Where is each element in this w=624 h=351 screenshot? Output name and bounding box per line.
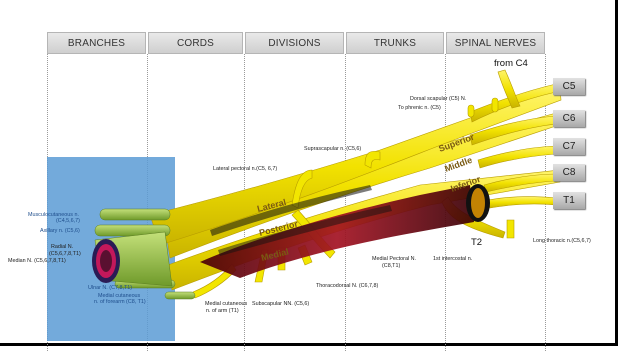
label-medial-cutaneous-forearm-2: n. of forearm (C8, T1)	[94, 299, 146, 305]
label-medial-cutaneous-arm-2: n. of arm (T1)	[206, 308, 239, 314]
label-median: Median N. (C5,6,7,8,T1)	[8, 258, 66, 264]
label-medial-cutaneous-forearm: Medial cutaneous	[98, 293, 141, 299]
t2-label: T2	[471, 237, 483, 248]
root-c7	[477, 145, 557, 169]
label-subscapular: Subscapular NN. (C5,6)	[252, 301, 310, 307]
branch-musculocutaneous	[99, 208, 171, 221]
label-musculocutaneous-roots: (C4,5,6,7)	[56, 218, 80, 224]
label-medial-cutaneous-arm: Medial cutaneous	[205, 301, 248, 307]
root-box-c5: C5	[553, 78, 585, 95]
header-branches: BRANCHES	[47, 32, 146, 54]
root-box-c8: C8	[553, 164, 585, 181]
label-axillary: Axillary n. (C5,6)	[40, 228, 80, 234]
column-divider	[345, 54, 346, 351]
label-lateral-pectoral: Lateral pectoral n.(C5, 6,7)	[213, 166, 278, 172]
root-t1	[487, 196, 557, 209]
label-medial-pectoral-roots: (C8,T1)	[382, 263, 401, 269]
branch-suprascapular	[364, 151, 381, 169]
label-suprascapular: Suprascapular n. (C5,6)	[304, 146, 362, 152]
header-divisions: DIVISIONS	[245, 32, 344, 54]
label-first-intercostal: 1st intercostal n.	[433, 256, 473, 262]
root-box-c7: C7	[553, 138, 585, 155]
branch-medial-cutaneous-forearm	[164, 291, 196, 300]
diagram-frame	[0, 0, 618, 346]
label-ulnar: Ulnar N. (C7,8,T1)	[88, 285, 133, 291]
label-radial-roots: (C5,6,7,8,T1)	[49, 251, 81, 257]
root-c8	[483, 173, 557, 193]
branch-lateral-pectoral	[291, 169, 313, 209]
header-trunks: TRUNKS	[346, 32, 444, 54]
root-box-t1: T1	[553, 192, 585, 209]
header-cords: CORDS	[148, 32, 243, 54]
from-c4-label: from C4	[494, 58, 528, 69]
root-box-c6: C6	[553, 110, 585, 127]
root-from-c4	[497, 69, 521, 109]
header-spinal-nerves: SPINAL NERVES	[446, 32, 545, 54]
label-radial: Radial N.	[51, 244, 74, 250]
label-long-thoracic: Long thoracic n.(C5,6,7)	[533, 238, 591, 244]
label-to-phrenic: To phrenic n. (C5)	[398, 105, 441, 111]
label-musculocutaneous: Musculocutaneous n.	[28, 212, 79, 218]
axillary-artery	[200, 185, 474, 278]
label-thoracodorsal: Thoracodorsal N. (C6,7,8)	[316, 283, 379, 289]
branch-dorsal-scapular	[491, 97, 499, 113]
label-dorsal-scapular: Dorsal scapular (C5) N.	[410, 96, 467, 102]
label-medial-pectoral: Medial Pectoral N.	[372, 256, 417, 262]
branch-long-thoracic	[506, 219, 515, 239]
branch-to-phrenic	[467, 104, 475, 118]
